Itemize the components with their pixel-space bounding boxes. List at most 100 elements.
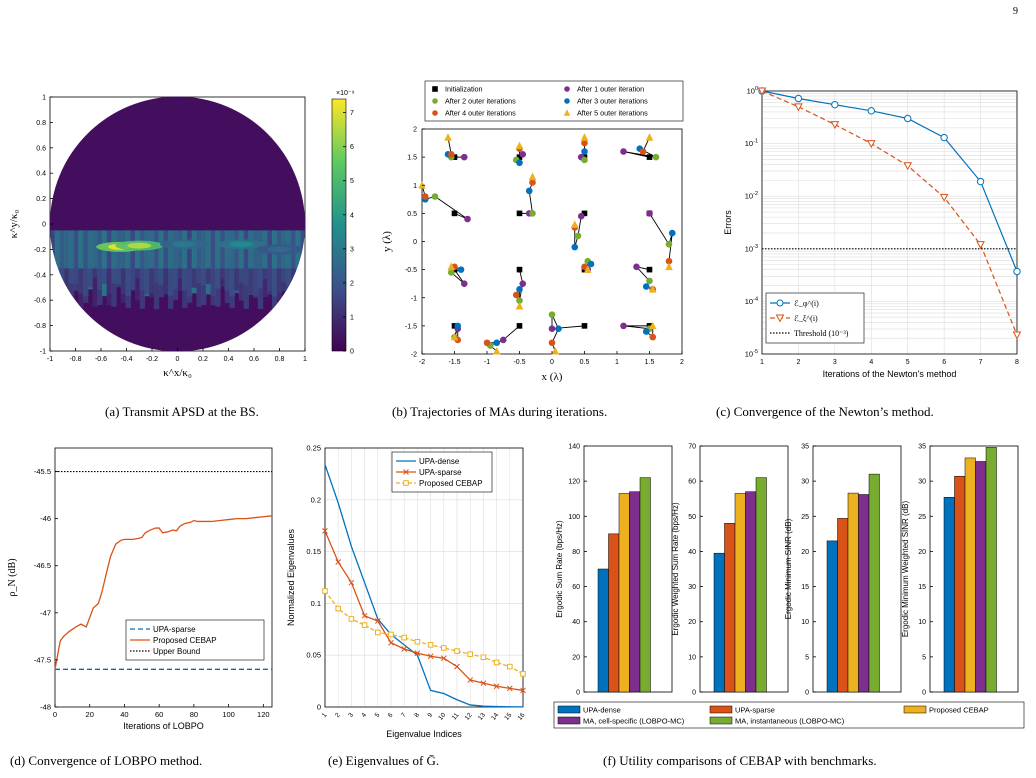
legend-label: Proposed CEBAP	[153, 636, 217, 645]
caption-d: (d) Convergence of LOBPO method.	[10, 753, 203, 768]
trajectory-point	[646, 154, 653, 160]
y-tick-label: 1	[413, 183, 417, 190]
legend-marker	[432, 98, 438, 104]
apsd-cell	[177, 230, 183, 279]
trajectory-point	[633, 263, 640, 271]
x-tick-label: -1	[484, 359, 490, 366]
y-tick-label: 35	[801, 444, 809, 451]
y-axis-label: Ergodic Sum Rate (bps/Hz)	[555, 520, 564, 618]
y-tick-label: 15	[918, 584, 926, 591]
apsd-cell-low	[281, 268, 287, 292]
legend-label: UPA-sparse	[153, 625, 196, 634]
legend-label: UPA-dense	[419, 457, 460, 466]
y-tick-label: -45.5	[34, 467, 51, 476]
x-tick-label: 8	[413, 711, 421, 719]
y-tick-label: 10-2	[745, 191, 758, 201]
x-tick-label: 15	[503, 711, 513, 721]
apsd-cell	[153, 230, 160, 284]
x-tick-label: 7	[400, 711, 408, 719]
apsd-cell-low	[153, 268, 160, 310]
trajectory-point	[515, 301, 524, 310]
y-tick-label: 40	[572, 619, 580, 626]
legend-swatch	[557, 716, 581, 725]
apsd-cell	[130, 230, 136, 290]
y-tick-label: 0.2	[36, 196, 46, 203]
series-point	[467, 677, 474, 683]
x-tick-label: 60	[155, 710, 163, 719]
apsd-cell-low	[210, 268, 216, 306]
trajectory-point	[571, 243, 579, 251]
trajectory-point	[648, 321, 657, 330]
panel-b-trajectories: -2 -1.5 -1 -0.5 0 0.5 1 1.5 2 2 1.5 1 0.5 0 -0.5 -1 -1.5…	[370, 80, 700, 390]
plot-frame	[324, 447, 524, 708]
y-tick-label: 20	[918, 549, 926, 556]
apsd-cell-low	[201, 268, 207, 305]
trajectory-point	[450, 332, 459, 341]
apsd-cell	[83, 230, 89, 297]
y-tick-label: 25	[918, 514, 926, 521]
y-axis-label: Ergodic Weighted Sum Rate (bps/Hz)	[671, 502, 680, 636]
legend-label: Initialization	[445, 85, 483, 94]
series-point	[375, 629, 381, 636]
bar	[755, 477, 767, 693]
bar-subplot: 70 60 50 40 30 20 10 0 Ergodic Weighted Sum Rate…	[671, 444, 789, 697]
bar	[858, 494, 870, 693]
trajectory-point	[665, 241, 673, 248]
plot-frame	[761, 90, 1018, 355]
series-point	[976, 241, 985, 250]
apsd-cell	[78, 230, 84, 294]
colorbar-exponent: ×10⁻⁹	[336, 90, 355, 97]
apsd-cell	[191, 230, 198, 294]
y-tick-label: 2	[413, 127, 417, 134]
x-tick-label: -0.6	[95, 356, 107, 363]
series-point	[440, 655, 447, 662]
apsd-cell-low	[111, 268, 117, 307]
y-tick-label: -46.5	[34, 561, 51, 570]
x-axis-label: Iterations of the Newton's method	[823, 369, 957, 379]
apsd-cell	[92, 230, 98, 278]
apsd-cell	[196, 230, 202, 283]
x-tick-label: -1.5	[448, 359, 460, 366]
x-tick-label: 120	[257, 710, 270, 719]
trajectory-point	[555, 325, 562, 332]
apsd-cell-low	[149, 268, 155, 298]
y-tick-label: 0.2	[311, 495, 321, 504]
apsd-cell	[276, 230, 283, 293]
y-tick-label: 100	[747, 86, 758, 96]
y-tick-label: 10	[801, 619, 809, 626]
legend-marker	[775, 314, 785, 323]
x-tick-label: 20	[86, 710, 94, 719]
bar	[943, 497, 955, 693]
panel-d-lobpo: 0 20 40 60 80 100 120 -45.5 -46 -46.5 -47 -47.5 -48 I…	[0, 438, 280, 731]
colorbar-tick-label: 6	[350, 144, 354, 151]
x-axis-label: Iterations of LOBPO	[123, 721, 204, 731]
series-point	[401, 634, 408, 641]
legend-label: Proposed CEBAP	[419, 479, 483, 488]
caption-b: (b) Trajectories of MAs during iteration…	[392, 404, 608, 419]
apsd-cell-low	[116, 268, 122, 288]
y-tick-label: 25	[801, 514, 809, 521]
apsd-cell-low	[120, 268, 127, 303]
apsd-cell	[220, 230, 226, 279]
x-tick-label: 2	[680, 359, 684, 366]
series-point	[467, 651, 473, 657]
apsd-cell	[125, 230, 131, 296]
apsd-cell	[186, 230, 193, 297]
x-tick-label: 0	[550, 359, 554, 366]
y-tick-label: 1.5	[407, 155, 417, 162]
colorbar-tick-label: 3	[350, 246, 354, 253]
chart-d-svg: 0 20 40 60 80 100 120 -45.5 -46 -46.5 -47 -47.5 -48 I…	[7, 447, 273, 731]
bar	[847, 492, 859, 693]
x-tick-label: 6	[942, 359, 946, 366]
trajectory-point	[581, 210, 588, 217]
page-number: 9	[1013, 6, 1018, 17]
y-tick-label: -47.5	[34, 655, 51, 664]
y-tick-label: 50	[688, 514, 696, 521]
y-tick-label: 20	[572, 654, 580, 661]
series-point	[1013, 267, 1021, 276]
bar	[975, 461, 987, 693]
series-point	[361, 622, 368, 628]
trajectory-point	[464, 215, 471, 223]
apsd-cell	[59, 230, 65, 297]
x-tick-label: 1.5	[645, 359, 655, 366]
